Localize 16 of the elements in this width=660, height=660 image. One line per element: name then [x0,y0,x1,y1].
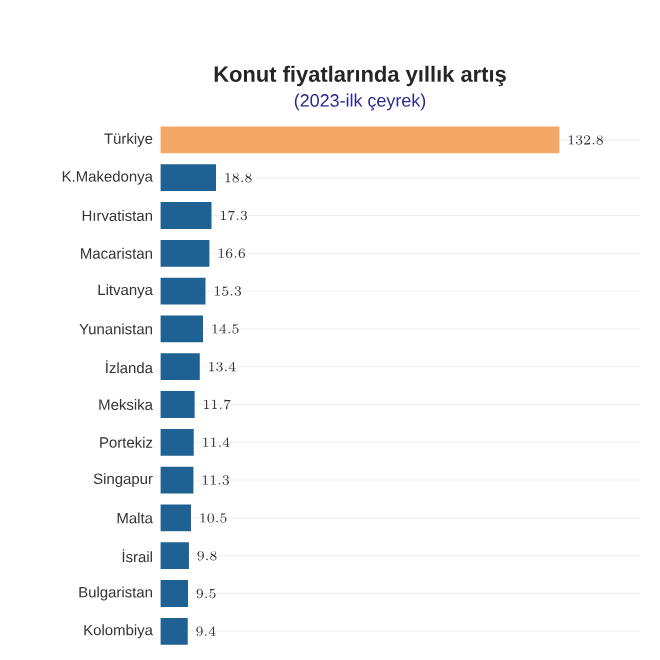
bar [159,314,205,344]
bar [159,465,195,495]
bar [159,578,190,609]
bar [159,238,211,268]
bar [159,163,218,193]
bar [159,616,189,646]
bar [159,541,191,571]
bar [159,276,207,306]
bar [159,389,196,420]
bar [159,352,201,382]
bar [159,125,561,155]
chart-subtitle: (2023-ilk çeyrek) [294,93,426,111]
chart-title: Konut fiyatlarında yıllık artış [214,65,506,87]
bar [159,200,213,231]
bar [159,503,193,533]
bar [159,427,195,457]
